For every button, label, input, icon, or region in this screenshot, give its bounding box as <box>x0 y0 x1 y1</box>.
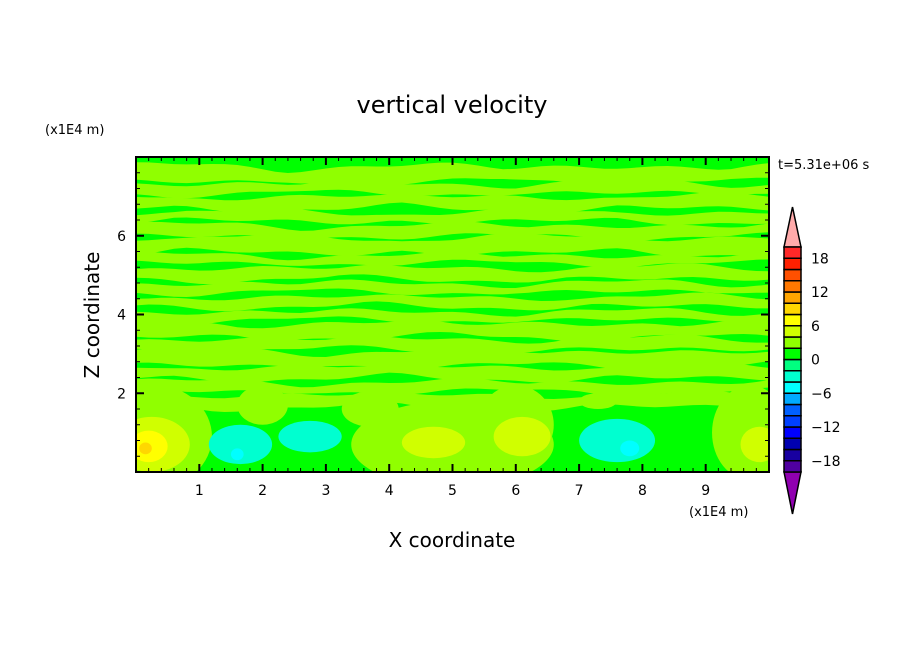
y-tick-label: 4 <box>117 308 126 324</box>
colorbar-swatch <box>783 336 802 349</box>
contour-region <box>237 385 288 425</box>
colorbar-swatch <box>783 347 802 361</box>
x-tick-label: 5 <box>448 483 457 499</box>
colorbar-swatch <box>783 325 802 338</box>
colorbar-tick-label: 12 <box>811 285 829 301</box>
x-tick-label: 6 <box>511 483 520 499</box>
contour-band <box>136 251 769 269</box>
contour-field <box>136 157 769 472</box>
colorbar-tick-label: −12 <box>811 420 841 436</box>
contour-band <box>136 318 769 343</box>
contour-region <box>278 420 342 453</box>
x-tick-label: 7 <box>575 483 584 499</box>
y-tick-label: 6 <box>117 229 126 245</box>
contour-band <box>136 191 769 214</box>
x-tick-label: 4 <box>385 483 394 499</box>
colorbar-under-triangle <box>783 471 802 515</box>
colorbar-swatch <box>783 302 802 316</box>
y-tick-label: 2 <box>117 386 126 402</box>
colorbar-swatch <box>783 358 802 372</box>
x-tick-label: 8 <box>638 483 647 499</box>
contour-region <box>620 440 640 457</box>
colorbar-swatch <box>783 257 802 271</box>
contour-region <box>139 442 152 455</box>
y-axis-label: Z coordinate <box>80 252 104 379</box>
contour-region <box>401 426 466 459</box>
x-tick-label: 9 <box>701 483 710 499</box>
contour-band <box>136 346 769 371</box>
contour-band <box>136 279 769 297</box>
colorbar-over-triangle <box>783 206 802 248</box>
colorbar-swatch <box>783 313 802 327</box>
colorbar-swatch <box>783 460 802 473</box>
colorbar: 18 12 6 0 −6 −12 −18 <box>783 206 841 515</box>
colorbar-tick-label: 6 <box>811 319 820 335</box>
colorbar-tick-label: −18 <box>811 454 841 470</box>
colorbar-swatch <box>783 403 802 417</box>
colorbar-tick-label: −6 <box>811 386 832 402</box>
colorbar-tick-label: 18 <box>811 251 829 267</box>
x-tick-label: 3 <box>321 483 330 499</box>
contour-region <box>230 448 244 461</box>
contour-band <box>136 263 769 285</box>
colorbar-swatch <box>783 246 802 259</box>
contour-region <box>136 430 168 463</box>
colorbar-swatch <box>783 448 802 462</box>
chart-title: vertical velocity <box>357 91 548 119</box>
contour-band <box>136 208 769 226</box>
colorbar-swatch <box>783 415 802 428</box>
x-tick-label: 2 <box>258 483 267 499</box>
contour-band <box>136 362 769 384</box>
contour-region <box>493 416 551 457</box>
colorbar-swatch <box>783 291 802 304</box>
colorbar-swatch <box>783 426 802 439</box>
y-unit-label: (x1E4 m) <box>45 123 104 138</box>
x-axis-label: X coordinate <box>389 528 516 552</box>
contour-band <box>136 221 769 242</box>
colorbar-tick-label: 0 <box>811 353 820 369</box>
contour-region <box>579 418 656 463</box>
contour-band <box>136 162 769 188</box>
contour-band <box>136 308 769 325</box>
colorbar-swatch <box>783 370 802 383</box>
contour-band <box>136 292 769 312</box>
contour-region <box>740 426 769 463</box>
colorbar-swatch <box>783 268 802 282</box>
x-tick-label: 1 <box>195 483 204 499</box>
contour-region <box>579 393 618 409</box>
axes: 1 2 3 4 5 6 7 8 9 2 4 6 <box>117 156 770 499</box>
contour-band <box>136 378 769 397</box>
colorbar-swatch <box>783 280 802 293</box>
contour-region <box>208 424 273 465</box>
x-unit-label: (x1E4 m) <box>689 505 748 520</box>
colorbar-swatch <box>783 392 802 406</box>
colorbar-swatch <box>783 381 802 394</box>
colorbar-swatch <box>783 437 802 451</box>
time-label: t=5.31e+06 s <box>778 158 870 173</box>
